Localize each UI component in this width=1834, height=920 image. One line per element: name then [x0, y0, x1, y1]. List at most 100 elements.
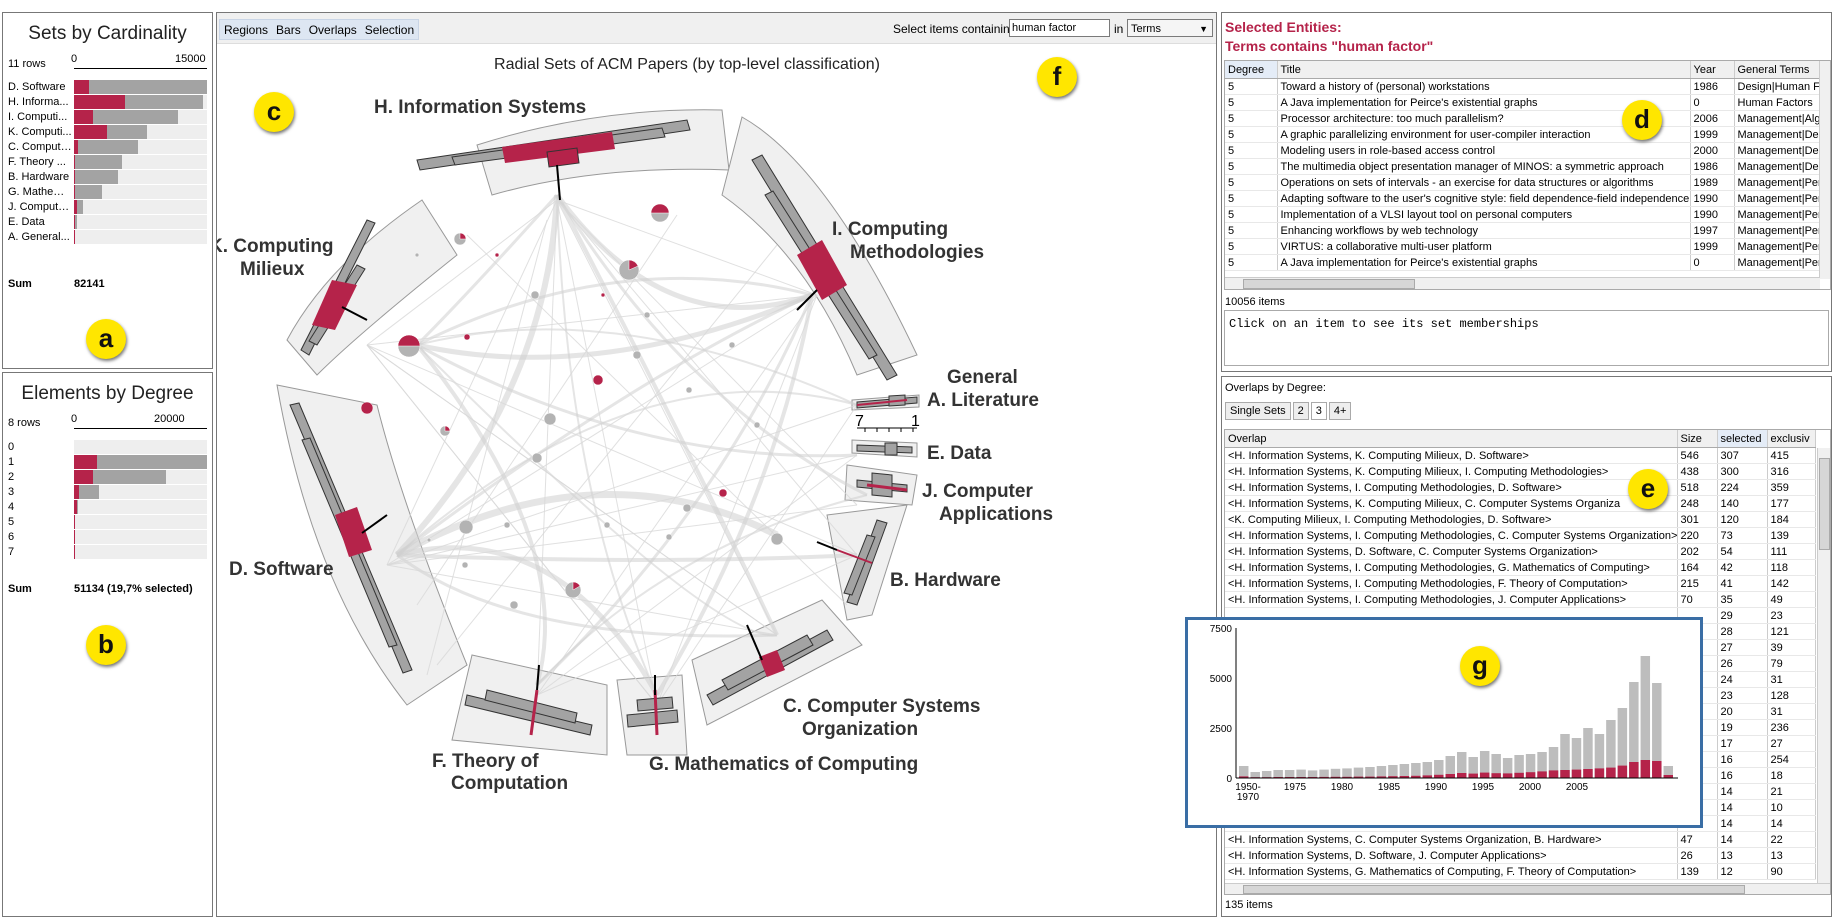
row-bar[interactable]: [74, 515, 207, 529]
table-row[interactable]: 5 Toward a history of (personal) workstat…: [1225, 78, 1820, 95]
table-cell: 1999: [1690, 126, 1735, 143]
table-row[interactable]: 5 Adapting software to the user's cogniti…: [1225, 190, 1820, 207]
table-cell: 5: [1225, 78, 1278, 95]
table-cell: 23: [1717, 687, 1768, 704]
column-header[interactable]: exclusiv: [1767, 430, 1816, 448]
sector-region-k[interactable]: [286, 199, 458, 376]
table-row[interactable]: <H. Information Systems, I. Computing Me…: [1225, 575, 1816, 592]
row-bar[interactable]: [74, 455, 207, 469]
row-bar[interactable]: [74, 80, 207, 94]
rows-count: 11 rows: [8, 58, 46, 70]
marker-a: a: [86, 319, 126, 359]
row-bar[interactable]: [74, 170, 207, 184]
table-row[interactable]: 5 Enhancing workflows by web technology 19…: [1225, 222, 1820, 239]
table-row[interactable]: <H. Information Systems, C. Computer Sys…: [1225, 831, 1816, 848]
column-header[interactable]: Size: [1677, 430, 1718, 448]
x-tick-label: 1975: [1284, 782, 1307, 793]
row-bar[interactable]: [74, 185, 207, 199]
hscroll-thumb[interactable]: [1243, 279, 1415, 289]
axis-min: 0: [71, 413, 78, 425]
column-header[interactable]: Title: [1277, 61, 1691, 79]
table-row[interactable]: <H. Information Systems, K. Computing Mi…: [1225, 463, 1816, 480]
row-bar[interactable]: [74, 200, 207, 214]
overlaps-hscrollbar[interactable]: [1225, 883, 1830, 894]
row-bar[interactable]: [74, 125, 207, 139]
search-input[interactable]: [1009, 19, 1110, 37]
y-tick-label: 0: [1226, 774, 1232, 785]
row-bar[interactable]: [74, 470, 207, 484]
table-row[interactable]: <H. Information Systems, I. Computing Me…: [1225, 559, 1816, 576]
table-row[interactable]: <H. Information Systems, I. Computing Me…: [1225, 591, 1816, 608]
entities-vscrollbar[interactable]: [1819, 61, 1830, 279]
vscroll-thumb[interactable]: [1819, 458, 1830, 550]
overlaps-vscrollbar[interactable]: [1817, 448, 1830, 884]
row-bar[interactable]: [74, 215, 207, 229]
table-row[interactable]: <H. Information Systems, I. Computing Me…: [1225, 527, 1816, 544]
column-header[interactable]: Year: [1690, 61, 1735, 79]
table-cell: Modeling users in role-based access cont…: [1277, 142, 1691, 159]
label-g: G. Mathematics of Computing: [649, 754, 918, 775]
table-row[interactable]: <H. Information Systems, G. Mathematics …: [1225, 863, 1816, 880]
table-row[interactable]: <H. Information Systems, K. Computing Mi…: [1225, 447, 1816, 464]
row-bar[interactable]: [74, 500, 207, 514]
row-bar[interactable]: [74, 140, 207, 154]
tab-3[interactable]: 3: [1310, 402, 1327, 420]
table-row[interactable]: <H. Information Systems, I. Computing Me…: [1225, 479, 1816, 496]
vis-title: Radial Sets of ACM Papers (by top-level …: [494, 56, 880, 73]
x-tick-label: 1970: [1237, 792, 1260, 803]
field-select[interactable]: Terms ▼: [1127, 19, 1213, 37]
bar-selected: [74, 500, 77, 514]
column-header[interactable]: Overlap: [1225, 430, 1678, 448]
menu-overlaps[interactable]: Overlaps: [308, 22, 357, 37]
bar-total: [74, 200, 84, 214]
table-row[interactable]: 5 VIRTUS: a collaborative multi-user plat…: [1225, 238, 1820, 255]
tab-2[interactable]: 2: [1292, 402, 1309, 420]
column-header[interactable]: selected: [1717, 430, 1768, 448]
sum-value: 51134 (19,7% selected): [74, 583, 193, 595]
table-row[interactable]: 5 Operations on sets of intervals - an ex…: [1225, 174, 1820, 191]
hscroll-thumb[interactable]: [1243, 885, 1745, 894]
row-bar[interactable]: [74, 95, 207, 109]
row-bar[interactable]: [74, 530, 207, 544]
label-i-2: Methodologies: [850, 242, 984, 263]
table-row[interactable]: <K. Computing Milieux, I. Computing Meth…: [1225, 511, 1816, 528]
tab-4-[interactable]: 4+: [1328, 402, 1352, 420]
sector-histogram-k: [300, 219, 376, 356]
table-row[interactable]: <H. Information Systems, D. Software, C.…: [1225, 543, 1816, 560]
histogram-bar-total: [1353, 767, 1364, 778]
table-row[interactable]: 5 The multimedia object presentation mana…: [1225, 158, 1820, 175]
bar-total: [74, 215, 77, 229]
row-bar[interactable]: [74, 485, 207, 499]
label-j-1: J. Computer: [922, 481, 1033, 502]
row-bar[interactable]: [74, 440, 207, 454]
table-row[interactable]: <H. Information Systems, K. Computing Mi…: [1225, 495, 1816, 512]
column-header[interactable]: General Terms: [1734, 61, 1820, 79]
radial-sets-canvas[interactable]: 7 1 H. Information Systems I. Computing …: [217, 45, 1216, 915]
table-cell: Management|Per: [1734, 190, 1820, 207]
table-cell: 42: [1717, 559, 1768, 576]
row-bar[interactable]: [74, 545, 207, 559]
entities-table-wrap[interactable]: Degree Title Year General Terms 5 Toward a h…: [1224, 60, 1831, 290]
row-bar[interactable]: [74, 110, 207, 124]
menu-bar: Regions Bars Overlaps Selection: [219, 19, 420, 40]
tab-single-sets[interactable]: Single Sets: [1225, 402, 1291, 420]
entities-hscrollbar[interactable]: [1225, 277, 1820, 289]
overlaps-count: 135 items: [1225, 899, 1273, 911]
table-row[interactable]: <H. Information Systems, D. Software, J.…: [1225, 847, 1816, 864]
table-cell: 139: [1767, 527, 1816, 544]
row-label: C. Compute...: [8, 141, 73, 153]
table-row[interactable]: 5 Modeling users in role-based access con…: [1225, 142, 1820, 159]
row-bar[interactable]: [74, 230, 207, 244]
menu-bars[interactable]: Bars: [276, 22, 301, 37]
table-row[interactable]: 5 Processor architecture: too much parall…: [1225, 110, 1820, 127]
table-row[interactable]: 5 Implementation of a VLSI layout tool on…: [1225, 206, 1820, 223]
table-cell: <H. Information Systems, K. Computing Mi…: [1225, 495, 1678, 512]
menu-regions[interactable]: Regions: [224, 22, 269, 37]
menu-selection[interactable]: Selection: [364, 22, 415, 37]
histogram-bar-total: [1239, 766, 1249, 778]
row-bar[interactable]: [74, 155, 207, 169]
column-header[interactable]: Degree: [1225, 61, 1278, 79]
